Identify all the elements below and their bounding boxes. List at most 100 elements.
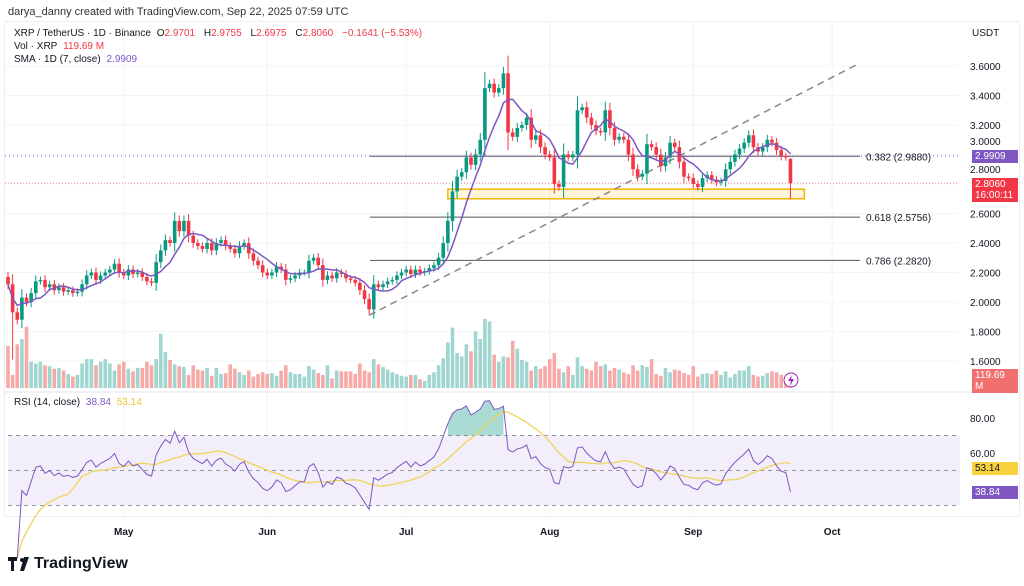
candle-body	[191, 235, 195, 243]
volume-bar	[38, 361, 43, 388]
sma-legend[interactable]: SMA · 1D (7, close) 2.9909	[14, 54, 140, 65]
candle-body	[598, 130, 603, 133]
candle-body	[200, 245, 205, 249]
volume-bar	[654, 374, 658, 388]
rsi-legend[interactable]: RSI (14, close) 38.84 53.14	[14, 397, 145, 408]
volume-bar	[274, 375, 279, 388]
symbol-name[interactable]: XRP / TetherUS · 1D · Binance	[14, 28, 151, 39]
volume-bar	[464, 344, 469, 388]
y-tick-label: 2.2000	[970, 269, 1001, 280]
volume-bar	[441, 358, 446, 388]
candle-body	[728, 161, 733, 170]
candle-body	[455, 176, 459, 192]
change-value: −0.1641 (−5.53%)	[342, 28, 423, 39]
volume-bar	[321, 374, 325, 388]
candle-body	[464, 157, 469, 173]
volume-bar	[52, 368, 57, 388]
volume-bar	[89, 359, 94, 388]
rsi-badge: 38.84	[972, 486, 1018, 499]
volume-legend[interactable]: Vol · XRP 119.69 M	[14, 41, 107, 52]
candle-body	[510, 132, 515, 137]
candle-body	[214, 243, 219, 251]
lightning-icon-glyph	[788, 375, 794, 386]
candle-body	[98, 275, 103, 280]
volume-bar	[284, 365, 288, 388]
candle-body	[733, 154, 737, 162]
candle-body	[723, 169, 728, 182]
volume-bar	[24, 326, 29, 388]
y-tick-label: 2.4000	[970, 239, 1001, 250]
candle-body	[33, 281, 38, 294]
candle-body	[339, 272, 344, 274]
candle-body	[251, 253, 256, 261]
volume-bar	[302, 376, 307, 388]
candle-body	[163, 240, 168, 251]
volume-bar	[61, 370, 66, 388]
candle-body	[765, 139, 770, 148]
candle-body	[353, 279, 358, 283]
candle-body	[580, 107, 584, 111]
volume-bar	[131, 371, 135, 388]
volume-bar	[154, 359, 158, 388]
volume-bar	[98, 361, 103, 388]
volume-bar	[307, 366, 311, 388]
candle-body	[492, 83, 496, 93]
candle-body	[404, 269, 408, 273]
candle-body	[348, 278, 353, 280]
candle-body	[700, 178, 705, 187]
volume-bar	[353, 374, 358, 388]
tradingview-logo[interactable]: TradingView	[8, 555, 128, 573]
volume-bar	[325, 365, 330, 388]
candle-body	[686, 176, 691, 179]
volume-bar	[589, 370, 594, 388]
volume-bar	[728, 377, 733, 388]
volume-bar	[20, 339, 24, 388]
currency-label[interactable]: USDT	[972, 28, 1000, 39]
volume-bar	[191, 365, 195, 388]
volume-bar	[135, 367, 140, 388]
candle-body	[784, 155, 788, 158]
volume-bar	[571, 374, 575, 388]
candle-body	[612, 127, 617, 140]
candle-body	[751, 135, 756, 148]
candle-body	[168, 240, 172, 243]
volume-bar	[547, 359, 552, 388]
volume-bar	[344, 371, 348, 388]
volume-bar	[608, 370, 612, 388]
volume-bar	[362, 370, 367, 388]
fib-level-label: 0.382 (2.9880)	[866, 152, 931, 163]
volume-bar	[779, 374, 784, 388]
candle-body	[149, 281, 154, 283]
candle-body	[496, 88, 501, 93]
candle-body	[80, 284, 84, 292]
volume-bar	[455, 353, 459, 388]
candle-body	[316, 257, 321, 266]
volume-bar	[686, 374, 691, 388]
volume-bar	[487, 321, 492, 388]
candle-body	[219, 240, 223, 243]
candle-body	[774, 142, 779, 151]
volume-bar	[770, 371, 774, 388]
candle-body	[362, 290, 367, 300]
x-tick-label: Oct	[824, 527, 841, 538]
volume-bar	[418, 379, 422, 388]
rsi-ma-value: 53.14	[116, 397, 142, 408]
y-tick-label: 2.8000	[970, 165, 1001, 176]
volume-bar	[200, 370, 205, 388]
volume-bar	[260, 372, 265, 388]
y-tick-label: 3.2000	[970, 121, 1001, 132]
candle-body	[594, 125, 598, 131]
candle-body	[228, 245, 233, 249]
candle-body	[645, 144, 649, 174]
volume-bar	[288, 372, 293, 388]
last-price: 2.8060	[975, 179, 1006, 190]
volume-bar	[265, 374, 270, 388]
candle-body	[47, 284, 52, 288]
volume-bar	[765, 373, 770, 388]
candle-body	[709, 175, 714, 180]
candle-body	[38, 279, 43, 282]
sma-price-badge: 2.9909	[972, 150, 1018, 163]
y-tick-label: 3.4000	[970, 92, 1001, 103]
candle-body	[779, 150, 784, 156]
